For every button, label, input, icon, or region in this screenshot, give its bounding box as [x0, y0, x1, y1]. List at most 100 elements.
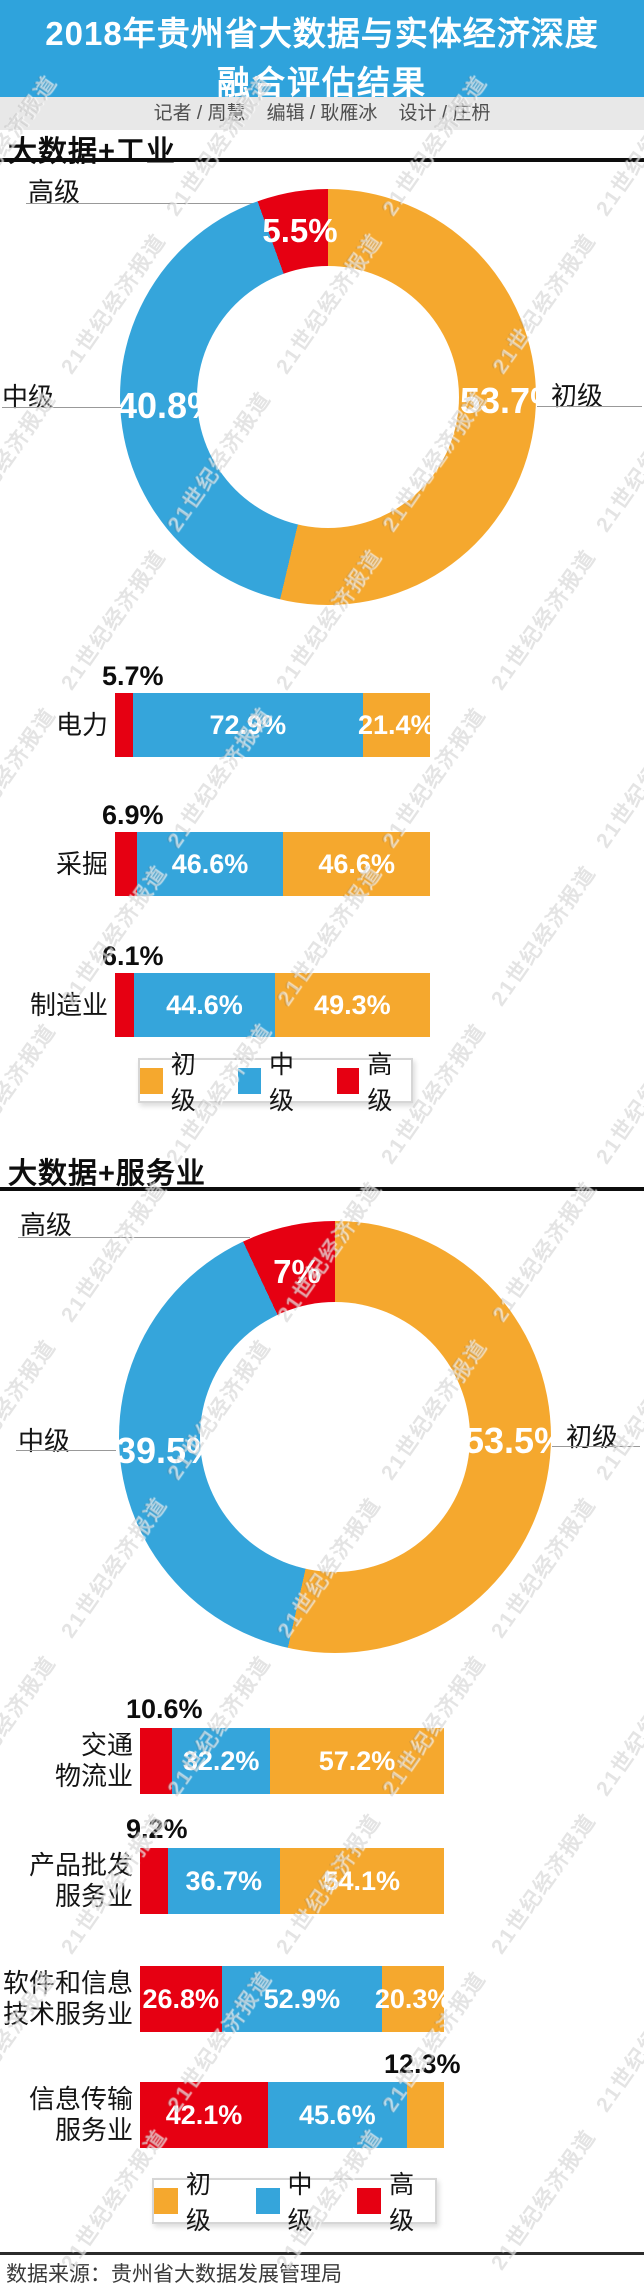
- watermark-text: 21世纪经济报道: [487, 861, 601, 1011]
- page-title-line1: 2018年贵州省大数据与实体经济深度: [45, 15, 599, 52]
- bar-category-jiaotong: 交通 物流业: [0, 1728, 133, 1794]
- legend-swatch-intermediate: [255, 2188, 280, 2214]
- stacked-bar-jiaotong: 32.2% 57.2%: [140, 1728, 444, 1794]
- bar-label-advanced-caijue: 6.9%: [102, 800, 164, 830]
- donut1-leader-basic: [537, 406, 642, 407]
- legend-swatch-basic: [154, 2188, 178, 2214]
- bar-segment-value: 46.6%: [318, 848, 395, 879]
- bar-segment-value: 49.3%: [314, 989, 391, 1020]
- bar-category-text: 电力: [55, 709, 108, 740]
- bar-segment-advanced: [140, 1848, 168, 1914]
- bar-segment-value: 57.2%: [318, 1745, 396, 1776]
- bar-label-advanced-pifa: 9.2%: [126, 1814, 188, 1844]
- legend-item-basic: 初级: [140, 1045, 214, 1117]
- stacked-bar-xinxi: 42.1% 45.6%: [140, 2082, 444, 2148]
- donut1-callout-basic: 初级: [551, 381, 604, 411]
- donut2-leader-basic: [552, 1446, 640, 1447]
- bar-segment-advanced: [115, 973, 135, 1037]
- donut-chart-services: [119, 1221, 551, 1653]
- watermark-text: 21世纪经济报道: [592, 1967, 644, 2117]
- donut2-leader-advanced: [18, 1237, 250, 1238]
- bar-category-text: 技术服务业: [2, 1999, 133, 2029]
- bar-category-dianli: 电力: [0, 693, 108, 757]
- donut2-value-advanced: 7%: [273, 1253, 321, 1290]
- section-rule: [0, 158, 644, 162]
- bar-segment-value: 26.8%: [142, 1983, 220, 2014]
- watermark-text: 21世纪经济报道: [592, 1651, 644, 1801]
- bar-segment-value: 52.9%: [263, 1983, 341, 2014]
- bar-segment-advanced: [115, 832, 137, 896]
- stacked-bar-pifa: 36.7% 54.1%: [140, 1848, 444, 1914]
- bar-category-pifa: 产品批发 服务业: [0, 1848, 133, 1914]
- donut2-callout-advanced: 高级: [20, 1210, 73, 1240]
- bar-segment-basic: 21.4%: [358, 693, 435, 757]
- legend-industry: 初级 中级 高级: [138, 1051, 413, 1115]
- bar-segment-value: 54.1%: [323, 1865, 401, 1896]
- donut2-callout-intermediate: 中级: [18, 1426, 71, 1456]
- bar-segment-value: 42.1%: [165, 2099, 243, 2130]
- bar-category-text: 服务业: [54, 1881, 133, 1911]
- bar-segment-advanced: [140, 1728, 173, 1794]
- bar-segment-basic: 46.6%: [283, 832, 431, 896]
- bar-label-basic-xinxi: 12.3%: [384, 2049, 461, 2079]
- bar-segment-intermediate: 45.6%: [268, 2082, 407, 2148]
- bar-segment-basic: 57.2%: [270, 1728, 444, 1794]
- section-heading-industry: 大数据+工业: [8, 136, 176, 168]
- legend-label-basic: 初级: [170, 1050, 196, 1115]
- watermark-text: 21世纪经济报道: [592, 703, 644, 853]
- donut-chart-industry: [120, 189, 536, 605]
- bar-segment-basic: 20.3%: [375, 1966, 451, 2032]
- legend-swatch-advanced: [336, 1067, 360, 1094]
- donut1-value-advanced: 5.5%: [262, 212, 338, 249]
- bar-segment-intermediate: 32.2%: [172, 1728, 271, 1794]
- donut1-leader-advanced: [26, 203, 256, 204]
- legend-item-intermediate: 中级: [255, 2165, 334, 2237]
- header-banner: 2018年贵州省大数据与实体经济深度 融合评估结果: [0, 0, 644, 101]
- legend-item-basic: 初级: [154, 2165, 232, 2237]
- bar-segment-intermediate: 36.7%: [167, 1848, 280, 1914]
- donut1-leader-intermediate: [2, 407, 121, 408]
- bar-category-text: 产品批发: [28, 1850, 133, 1880]
- legend-item-advanced: 高级: [357, 2165, 435, 2237]
- watermark-text: 21世纪经济报道: [487, 1809, 601, 1959]
- bar-segment-intermediate: 46.6%: [136, 832, 284, 896]
- bar-segment-value: 44.6%: [166, 989, 243, 1020]
- bar-segment-value: 36.7%: [185, 1865, 263, 1896]
- bar-segment-intermediate: 44.6%: [134, 973, 275, 1037]
- bar-segment-advanced: 26.8%: [140, 1966, 222, 2032]
- bar-category-text: 信息传输: [28, 2084, 133, 2114]
- bar-category-text: 软件和信息: [2, 1968, 133, 1998]
- bar-category-ruanjian: 软件和信息 技术服务业: [0, 1966, 133, 2032]
- bar-segment-basic: 49.3%: [274, 973, 430, 1037]
- bar-segment-advanced: 42.1%: [140, 2082, 268, 2148]
- legend-label-basic: 初级: [185, 2171, 211, 2235]
- watermark-text: 21世纪经济报道: [0, 1335, 61, 1485]
- legend-swatch-intermediate: [238, 1067, 262, 1094]
- legend-swatch-basic: [140, 1067, 163, 1094]
- bar-segment-value: 32.2%: [182, 1745, 260, 1776]
- donut2-value-intermediate: 39.5%: [116, 1430, 219, 1471]
- section-rule: [0, 1187, 644, 1191]
- bar-category-text: 采掘: [55, 848, 108, 879]
- bar-segment-value: 45.6%: [299, 2099, 376, 2130]
- legend-item-advanced: 高级: [336, 1045, 411, 1117]
- bar-segment-value: 46.6%: [171, 848, 249, 879]
- bar-category-zhizaoye: 制造业: [0, 973, 108, 1037]
- watermark-text: 21世纪经济报道: [592, 1335, 644, 1485]
- section-heading-services: 大数据+服务业: [8, 1158, 206, 1190]
- stacked-bar-caijue: 46.6% 46.6%: [115, 832, 431, 896]
- stacked-bar-zhizaoye: 44.6% 49.3%: [115, 973, 430, 1037]
- legend-label-intermediate: 中级: [269, 1050, 295, 1115]
- bar-segment-intermediate: 72.9%: [133, 693, 363, 757]
- credits-bar: 记者 / 周慧 编辑 / 耿雁冰 设计 / 庄枬: [0, 97, 644, 130]
- bar-label-advanced-jiaotong: 10.6%: [126, 1694, 203, 1724]
- watermark-text: 21世纪经济报道: [57, 1177, 171, 1327]
- data-source-text: 数据来源：贵州省大数据发展管理局: [6, 2263, 342, 2286]
- bar-category-text: 交通: [80, 1730, 133, 1760]
- legend-label-intermediate: 中级: [287, 2171, 313, 2235]
- bar-category-text: 制造业: [29, 989, 108, 1020]
- bar-segment-basic: [406, 2082, 444, 2148]
- donut1-value-intermediate: 40.8%: [117, 385, 220, 426]
- legend-services: 初级 中级 高级: [152, 2171, 437, 2235]
